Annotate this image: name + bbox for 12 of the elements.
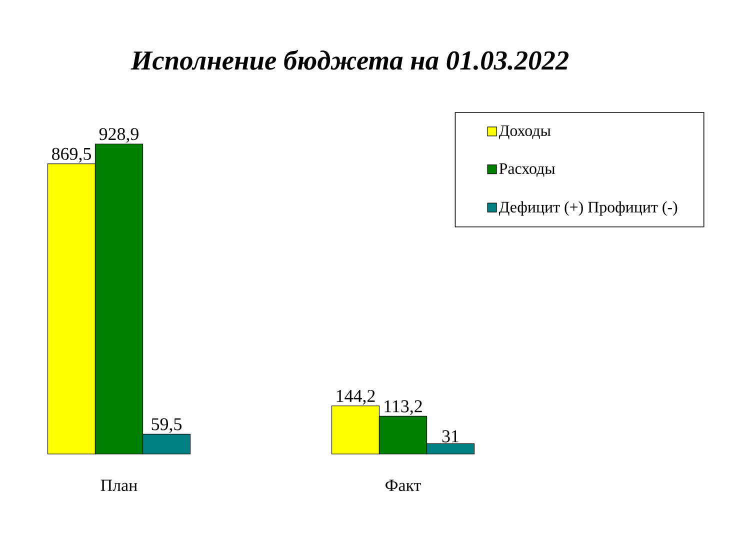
legend-label: Доходы <box>498 125 551 140</box>
data-label: 31 <box>442 430 458 442</box>
chart-title: Исполнение бюджета на 01.03.2022 <box>130 50 569 70</box>
data-label: 144,2 <box>336 390 375 405</box>
x-tick-label: План <box>100 480 138 492</box>
x-tick-label: Факт <box>386 480 421 492</box>
data-label: 113,2 <box>384 400 422 415</box>
legend-label: Расходы <box>499 163 555 177</box>
data-label: 928,9 <box>99 128 138 143</box>
data-label: 869,5 <box>52 148 91 163</box>
data-label: 59,5 <box>152 418 182 433</box>
legend-label: Дефицит (+) Профицит (-) <box>498 201 678 216</box>
